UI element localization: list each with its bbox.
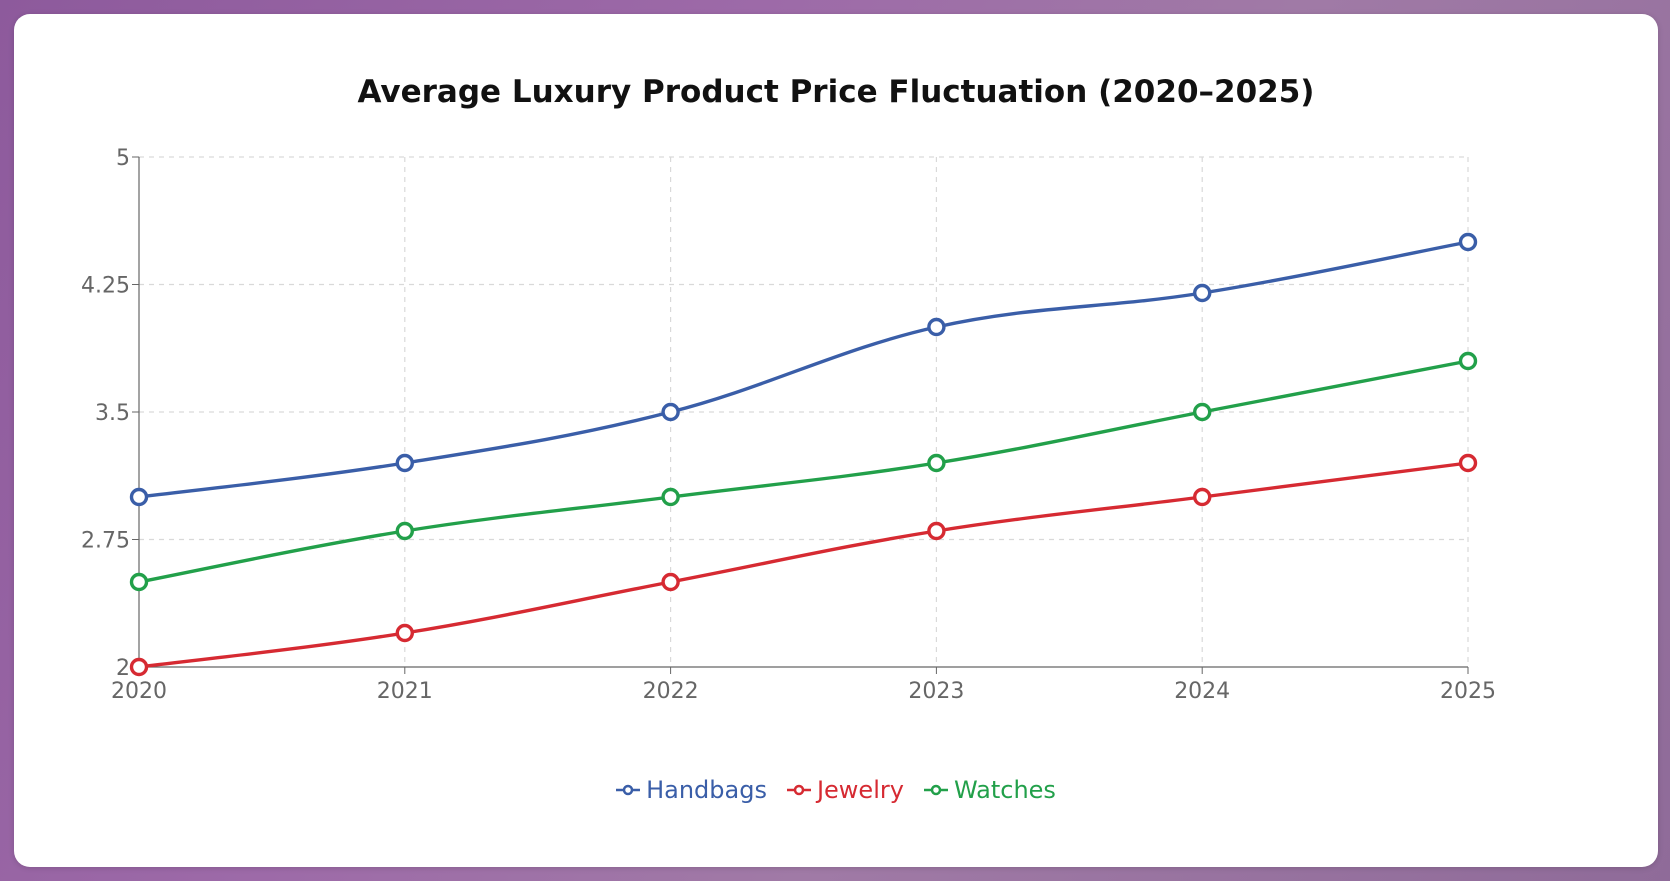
data-point-jewelry-2024[interactable] — [1192, 487, 1212, 507]
y-tick-label: 5 — [116, 146, 130, 171]
legend-swatch-watches — [923, 784, 948, 796]
legend-item-handbags[interactable]: Handbags — [616, 776, 767, 804]
axes — [132, 156, 1469, 674]
data-point-watches-2020[interactable] — [129, 572, 149, 592]
y-tick-label: 2 — [116, 656, 130, 681]
x-tick-label: 2023 — [908, 679, 964, 704]
legend-item-jewelry[interactable]: Jewelry — [786, 776, 904, 804]
data-point-handbags-2020[interactable] — [129, 487, 149, 507]
data-point-handbags-2023[interactable] — [927, 317, 946, 337]
series-line-jewelry — [138, 461, 1469, 669]
data-point-jewelry-2022[interactable] — [661, 572, 680, 592]
data-point-jewelry-2025[interactable] — [1458, 453, 1478, 473]
data-point-jewelry-2021[interactable] — [395, 623, 414, 643]
grid — [139, 156, 1469, 667]
data-point-watches-2022[interactable] — [661, 487, 680, 507]
data-point-handbags-2024[interactable] — [1192, 283, 1212, 303]
x-tick-label: 2020 — [111, 679, 167, 704]
tick-labels: 2 2.75 3.5 4.25 5 2020 2021 2022 2023 2024 2025 — [81, 146, 1496, 704]
legend-swatch-jewelry — [786, 784, 811, 796]
x-tick-label: 2022 — [643, 679, 699, 704]
data-point-watches-2021[interactable] — [395, 521, 414, 541]
chart-card: Average Luxury Product Price Fluctuation… — [14, 14, 1658, 867]
data-point-handbags-2025[interactable] — [1458, 232, 1478, 252]
series-line-watches — [138, 359, 1469, 584]
chart-title: Average Luxury Product Price Fluctuation… — [357, 74, 1315, 110]
y-tick-label: 3.5 — [95, 401, 130, 426]
data-point-watches-2023[interactable] — [927, 453, 946, 473]
legend: Handbags Jewelry Watches — [14, 776, 1658, 804]
data-point-watches-2025[interactable] — [1458, 351, 1478, 371]
x-tick-label: 2025 — [1440, 679, 1496, 704]
legend-item-watches[interactable]: Watches — [923, 776, 1056, 804]
x-tick-label: 2021 — [377, 679, 433, 704]
series-line-handbags — [138, 240, 1469, 499]
y-tick-label: 4.25 — [81, 274, 130, 299]
data-point-jewelry-2023[interactable] — [927, 521, 946, 541]
legend-swatch-handbags — [616, 784, 641, 796]
series-points — [129, 232, 1478, 677]
data-point-handbags-2021[interactable] — [395, 453, 414, 473]
data-point-handbags-2022[interactable] — [661, 402, 680, 422]
data-point-watches-2024[interactable] — [1192, 402, 1212, 422]
line-chart: 2 2.75 3.5 4.25 5 2020 2021 2022 2023 2024 2025 — [81, 146, 1496, 704]
y-tick-label: 2.75 — [81, 529, 130, 554]
series-lines — [138, 240, 1469, 669]
legend-label-handbags: Handbags — [646, 776, 767, 804]
legend-label-watches: Watches — [953, 776, 1056, 804]
legend-label-jewelry: Jewelry — [816, 776, 904, 804]
x-tick-label: 2024 — [1174, 679, 1230, 704]
data-point-jewelry-2020[interactable] — [129, 657, 149, 677]
